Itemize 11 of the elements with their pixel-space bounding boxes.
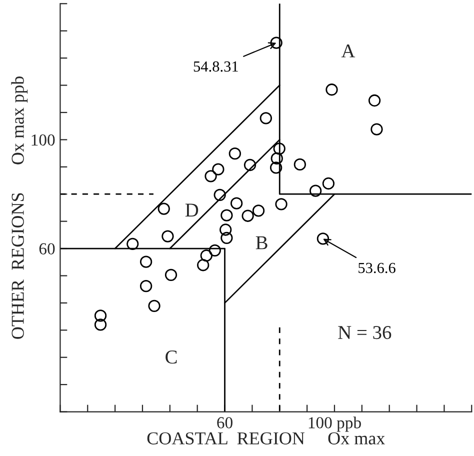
y-tick-label: 100 <box>32 134 55 146</box>
annotation: C <box>166 350 177 364</box>
x-tick-label: 100 ppb <box>308 416 361 432</box>
annotation: 54.8.31 <box>194 61 238 72</box>
annotation: A <box>341 44 356 58</box>
annotation: 53.6.6 <box>358 262 396 274</box>
annotation: N = 36 <box>338 326 392 340</box>
x-axis-title: COASTAL REGION Ox max <box>147 432 385 444</box>
y-axis-title: OTHER REGIONS Ox max ppb <box>11 76 28 339</box>
annotation: D <box>185 204 198 217</box>
annotation: B <box>256 236 268 250</box>
